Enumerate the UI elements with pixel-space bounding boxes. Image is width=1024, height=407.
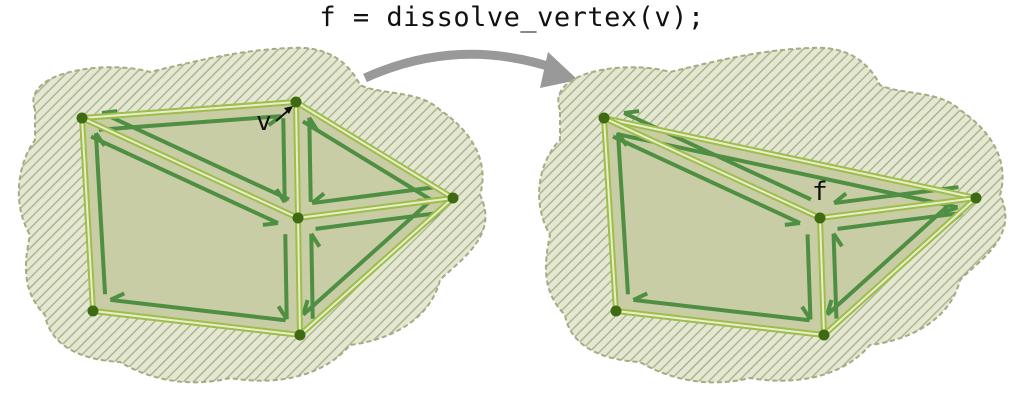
half-edge-arrowhead <box>831 232 844 248</box>
half-edge <box>110 297 286 323</box>
half-edge <box>633 297 810 323</box>
half-edge <box>831 233 839 319</box>
half-edge-arrowhead <box>309 232 322 248</box>
half-edge <box>309 233 315 319</box>
half-edge <box>612 134 801 225</box>
mesh-vertex <box>814 212 826 224</box>
mesh-vertex <box>818 329 830 341</box>
mesh-vertex <box>290 96 302 108</box>
half-edge-arrowhead <box>262 221 279 227</box>
mesh-edge-highlight <box>603 117 617 312</box>
face-label-f: f <box>812 177 828 207</box>
mesh-vertex <box>292 212 304 224</box>
half-edge-arrowhead <box>942 205 959 215</box>
half-edge <box>311 185 436 206</box>
half-edge-arrowhead <box>109 291 126 302</box>
mesh-edge-highlight <box>297 217 301 336</box>
half-edge <box>805 234 813 320</box>
mesh-edge-highlight <box>295 101 454 199</box>
half-edge <box>837 210 963 231</box>
mesh-vertex <box>970 192 982 204</box>
half-edge-arrowhead <box>101 109 118 115</box>
mesh-edge-highlight <box>81 101 297 119</box>
half-edge-arrowhead <box>784 221 801 227</box>
half-edge-arrowhead <box>307 116 320 132</box>
transition-arrow <box>363 49 562 83</box>
half-edge <box>825 197 957 317</box>
half-edge-arrowhead <box>825 299 834 316</box>
vertex-label-v: v <box>256 107 272 137</box>
mesh-vertex <box>598 112 610 124</box>
mesh-vertex <box>76 112 88 124</box>
half-edge-arrowhead <box>616 132 629 147</box>
mesh-edge-highlight <box>92 310 301 336</box>
before-mesh: v <box>17 46 487 384</box>
mesh-edge-highlight <box>297 197 454 219</box>
mesh-edge-highlight <box>603 117 821 219</box>
mesh-edge-highlight <box>819 217 825 336</box>
half-edge-arrowhead <box>800 305 813 321</box>
half-edge <box>281 118 287 203</box>
mesh-edge-highlight <box>603 117 977 199</box>
half-edge <box>90 134 279 225</box>
half-edge <box>101 111 290 202</box>
half-edge-arrowhead <box>310 191 326 205</box>
mesh-vertex <box>447 192 459 204</box>
half-edge <box>93 133 108 295</box>
mesh-vertex <box>87 305 99 317</box>
mesh-edge-highlight <box>299 197 454 336</box>
mesh-edge-highlight <box>615 310 825 336</box>
half-edge <box>615 133 630 295</box>
half-edge <box>315 210 440 231</box>
mesh-face <box>82 118 300 335</box>
half-edge <box>301 119 434 203</box>
mesh-edge-highlight <box>295 101 299 219</box>
mesh-edge-highlight <box>819 197 977 219</box>
operation-caption: f = dissolve_vertex(v); <box>319 2 705 33</box>
half-edge <box>307 117 313 202</box>
mesh-face <box>604 118 824 335</box>
half-edge-arrowhead <box>623 109 640 115</box>
mesh-vertex <box>610 305 622 317</box>
half-edge-arrowhead <box>94 132 107 147</box>
mesh-edge-highlight <box>823 197 977 336</box>
mesh-edge-highlight <box>81 117 94 312</box>
after-mesh: f <box>538 46 1007 384</box>
half-edge-arrowhead <box>301 299 310 316</box>
mesh-edge-highlight <box>81 117 299 219</box>
mesh-vertex <box>294 329 306 341</box>
mesh-face <box>82 102 298 218</box>
half-edge <box>301 197 434 317</box>
transition-arrow-head <box>540 52 578 88</box>
half-edge-arrowhead <box>276 305 289 321</box>
half-edge-arrowhead <box>832 191 848 205</box>
half-edge-arrowhead <box>632 291 649 302</box>
half-edge <box>283 234 289 320</box>
pointer-arrow-icon <box>275 106 293 122</box>
